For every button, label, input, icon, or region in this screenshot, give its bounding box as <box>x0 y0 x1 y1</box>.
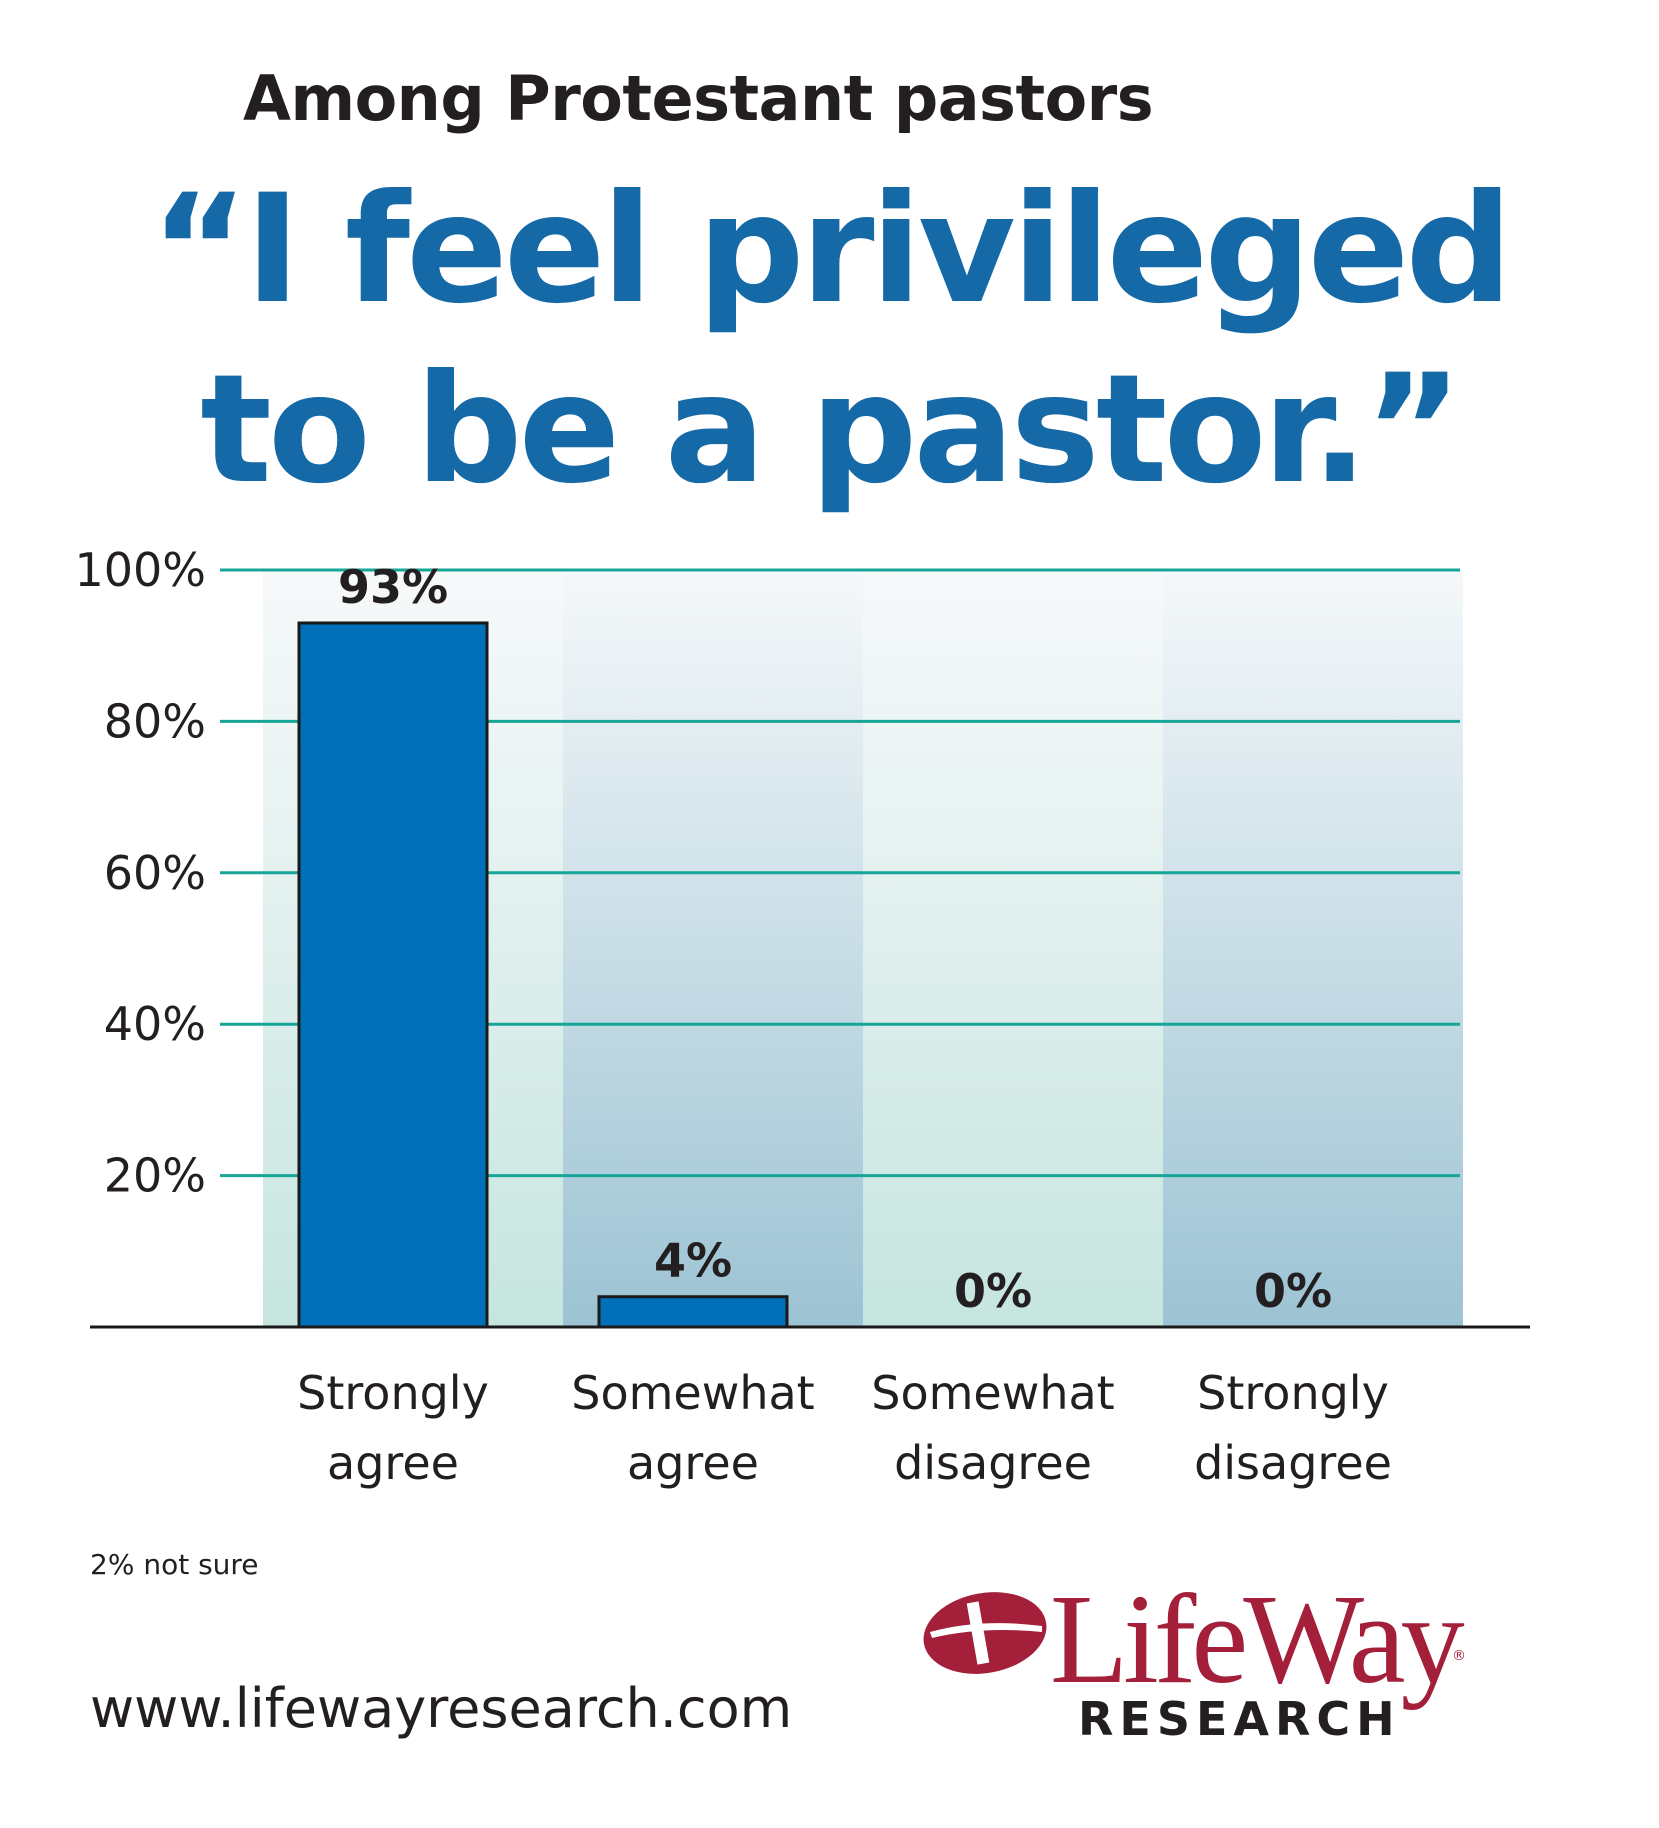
logo-subtitle: RESEARCH <box>1078 1692 1401 1746</box>
lifeway-research-logo: LifeWay ® RESEARCH <box>920 1568 1480 1750</box>
chart-subtitle: Among Protestant pastors <box>243 62 1154 135</box>
x-tick-label: Somewhat <box>571 1366 814 1420</box>
x-tick-label: Strongly <box>1197 1366 1389 1420</box>
x-tick-label: disagree <box>1194 1436 1392 1490</box>
data-label: 0% <box>954 1264 1032 1318</box>
data-label: 0% <box>1254 1264 1332 1318</box>
y-tick-label: 60% <box>104 846 206 900</box>
footnote: 2% not sure <box>90 1548 259 1581</box>
y-tick-label: 40% <box>104 997 206 1051</box>
cross-emblem-icon <box>923 1592 1047 1674</box>
chart-title-line-2: to be a pastor.” <box>200 343 1463 517</box>
x-tick-label: Somewhat <box>871 1366 1114 1420</box>
x-tick-label: disagree <box>894 1436 1092 1490</box>
x-tick-label: agree <box>627 1436 759 1490</box>
bar-chart: 20% 40% 60% 80% 100% 93% Strongly agree 4% Somew… <box>74 543 1530 1490</box>
chart-title-line-1: “I feel privileged <box>150 163 1513 337</box>
background-band <box>863 570 1163 1327</box>
website-link[interactable]: www.lifewayresearch.com <box>90 1677 793 1740</box>
x-tick-label: agree <box>327 1436 459 1490</box>
bar <box>297 621 489 1329</box>
background-band <box>1163 570 1463 1327</box>
logo-wordmark: LifeWay <box>1050 1568 1465 1710</box>
registered-mark: ® <box>1452 1648 1466 1664</box>
y-tick-label: 20% <box>104 1149 206 1203</box>
data-label: 4% <box>654 1234 732 1288</box>
y-tick-label: 100% <box>74 543 206 597</box>
bar <box>597 1295 789 1329</box>
y-tick-label: 80% <box>104 694 206 748</box>
background-band <box>563 570 863 1327</box>
x-tick-label: Strongly <box>297 1366 489 1420</box>
data-label: 93% <box>338 560 448 614</box>
